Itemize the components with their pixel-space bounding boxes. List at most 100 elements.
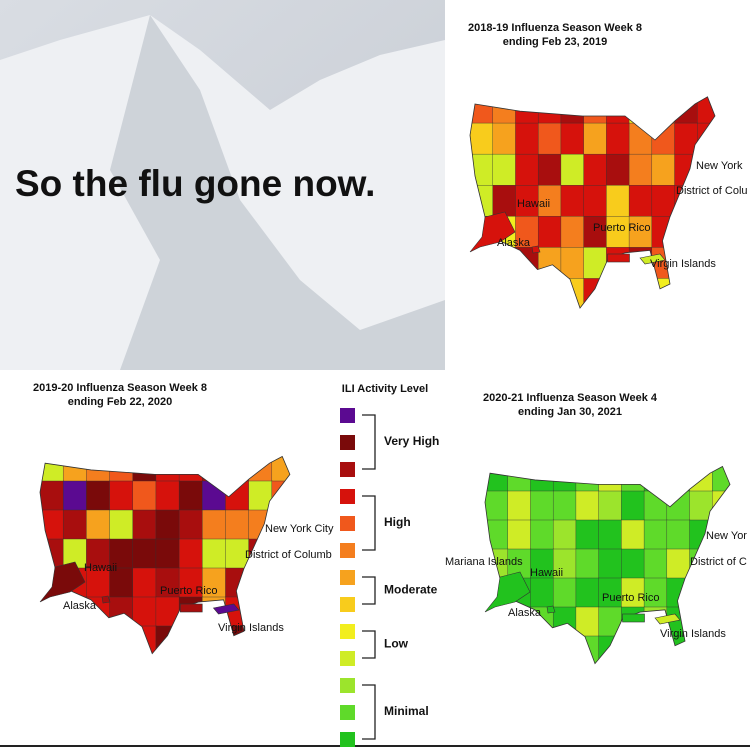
puerto-rico [179,603,203,613]
map-title: 2020-21 Influenza Season Week 4 [483,392,658,404]
state [697,96,715,124]
state [674,216,698,249]
state [492,247,517,280]
map-label: District of C [690,556,747,568]
state [575,466,600,492]
state [109,509,134,540]
state [606,278,630,308]
state [575,577,600,608]
state [628,278,653,308]
alaska [39,561,86,603]
state [560,96,585,124]
state [697,216,715,249]
virgin-islands [639,253,666,265]
state [606,247,630,280]
state [515,122,539,155]
state [62,480,88,511]
state [155,625,180,654]
state [643,466,668,492]
state [628,96,653,124]
state [132,625,157,654]
state [560,122,585,155]
map-label: New York [696,160,743,172]
state [178,456,203,482]
state [470,122,494,155]
legend-bracket [362,576,376,605]
state [485,635,509,664]
state [666,635,691,664]
puerto-rico [622,613,645,623]
state [537,122,562,155]
legend-swatch [340,705,355,720]
state [178,538,203,569]
virgin-islands [212,603,240,615]
state [598,548,623,579]
puerto-rico [607,253,630,263]
us-outline [469,96,716,309]
legend-swatch [340,516,355,531]
map-label: Hawaii [517,198,550,210]
state [530,577,554,608]
state [621,466,645,492]
state [606,185,630,217]
state [271,456,290,482]
state [537,153,562,186]
state [643,519,668,550]
state [598,635,623,664]
legend-title: ILI Activity Level [342,383,428,395]
state [86,509,111,540]
state [575,519,600,550]
state [583,153,608,186]
legend-bracket [362,495,376,551]
state [651,96,676,124]
state [537,247,562,280]
state [689,577,713,608]
state [40,509,64,540]
state [621,548,645,579]
hawaii [546,605,556,614]
legend-swatch [340,408,355,423]
state [689,635,713,664]
state [470,153,494,186]
states [470,96,715,308]
state [606,96,630,124]
state [575,635,600,664]
state [537,96,562,124]
map-label: Virgin Islands [218,622,284,634]
state [651,122,676,155]
state [155,480,180,511]
map-label: Alaska [508,607,542,619]
state [248,456,273,482]
legend-swatch [340,678,355,693]
map-label: New York City [265,523,334,535]
state [132,456,157,482]
legend-swatch [340,435,355,450]
map-label: Virgin Islands [650,258,716,270]
state [485,466,509,492]
state [271,567,290,598]
state [109,596,134,627]
state [470,96,494,124]
state [628,153,653,186]
state [583,122,608,155]
state [225,509,250,540]
state [674,153,698,186]
state [552,635,577,664]
legend-swatch [340,732,355,747]
state [666,490,691,521]
state [132,538,157,569]
state [666,519,691,550]
state [643,490,668,521]
alaska [469,211,516,253]
map-label: Alaska [63,600,97,612]
state [132,567,157,598]
state [492,278,517,308]
state [86,480,111,511]
state [628,185,653,217]
state [62,625,88,654]
state [202,538,227,569]
state [515,96,539,124]
state [109,625,134,654]
state [621,519,645,550]
